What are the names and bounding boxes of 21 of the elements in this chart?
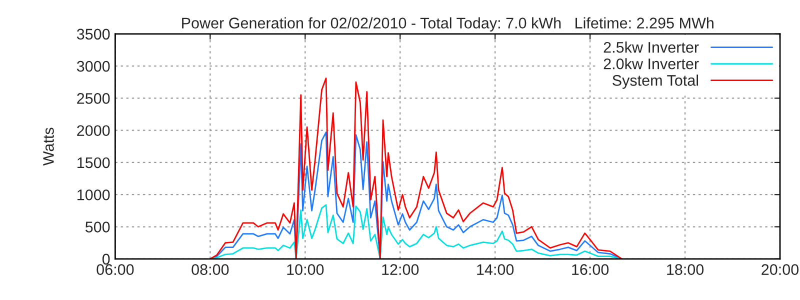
x-tick-label: 08:00: [192, 264, 229, 275]
y-tick-label: 500: [85, 222, 110, 232]
y-tick-label: 3000: [76, 60, 110, 72]
x-tick-label: 20:00: [762, 264, 799, 275]
x-tick-label: 06:00: [96, 264, 134, 275]
x-tick-label: 10:00: [287, 264, 324, 275]
y-axis-title: Watts: [43, 128, 54, 166]
x-tick-label: 16:00: [572, 264, 609, 275]
legend-label: System Total: [612, 74, 698, 89]
x-tick-label: 18:00: [667, 264, 704, 275]
chart-title: Power Generation for 02/02/2010 - Total Today: 7.0 kWh Lifetime: 2.295 MWh: [182, 17, 714, 32]
legend-label: 2.5kw Inverter: [604, 42, 699, 53]
y-tick-label: 2000: [77, 125, 110, 136]
x-tick-label: 12:00: [382, 264, 419, 275]
y-tick-label: 1500: [78, 157, 110, 168]
legend-label: 2.0kw Inverter: [604, 58, 699, 70]
y-tick-label: 1000: [78, 189, 110, 200]
y-tick-label: 3500: [76, 28, 110, 40]
y-tick-label: 0: [102, 254, 110, 265]
y-tick-label: 2500: [77, 93, 110, 104]
x-tick-label: 14:00: [477, 264, 514, 275]
